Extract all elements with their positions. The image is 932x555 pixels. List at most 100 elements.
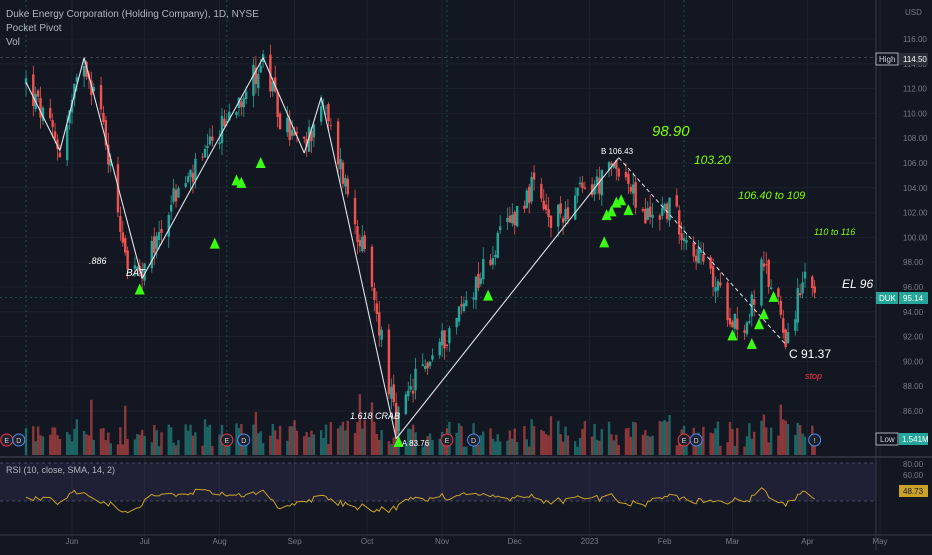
candle-body bbox=[750, 294, 753, 317]
candle-body bbox=[288, 119, 291, 141]
volume-bar bbox=[590, 436, 594, 455]
volume-bar bbox=[617, 445, 620, 455]
candle-body bbox=[276, 91, 279, 117]
ticker-value-label: 95.14 bbox=[903, 294, 924, 303]
candle-body bbox=[194, 158, 197, 180]
candle-body bbox=[39, 97, 42, 118]
candle-body bbox=[680, 233, 683, 241]
volume-bar bbox=[786, 423, 790, 455]
volume-bar bbox=[583, 421, 587, 455]
candle-body bbox=[598, 177, 601, 194]
candle-body bbox=[692, 242, 695, 257]
candle-body bbox=[169, 205, 173, 212]
volume-bar bbox=[694, 444, 698, 455]
volume-bar bbox=[34, 441, 37, 455]
candle-body bbox=[523, 205, 526, 209]
candle-body bbox=[390, 387, 393, 399]
event-marker-letter: D bbox=[241, 438, 246, 445]
candle-body bbox=[496, 232, 499, 258]
volume-bar bbox=[201, 445, 204, 455]
candle-body bbox=[73, 83, 76, 99]
pocket-pivot-marker bbox=[601, 209, 612, 221]
volume-bar bbox=[136, 434, 139, 455]
volume-bar bbox=[663, 419, 666, 455]
event-marker bbox=[12, 433, 26, 447]
event-marker-letter: D bbox=[471, 438, 476, 445]
volume-bar bbox=[186, 430, 190, 455]
volume-bar bbox=[339, 425, 342, 455]
candle-body bbox=[24, 78, 28, 85]
pocket-pivot-marker bbox=[746, 338, 757, 350]
volume-bar bbox=[39, 435, 42, 455]
volume-label: Vol bbox=[6, 37, 20, 48]
candle-body bbox=[644, 208, 647, 224]
candle-body bbox=[392, 384, 395, 403]
pocket-pivot-marker bbox=[754, 318, 765, 330]
candle-body bbox=[82, 66, 86, 77]
volume-bar bbox=[581, 428, 584, 455]
event-marker-letter: E bbox=[682, 438, 687, 445]
candle-body bbox=[472, 297, 475, 300]
candle-body bbox=[75, 77, 79, 82]
volume-bar bbox=[363, 419, 366, 455]
volume-bar bbox=[310, 430, 313, 455]
volume-bar bbox=[540, 429, 543, 455]
volume-bar bbox=[600, 429, 603, 455]
volume-bar bbox=[753, 431, 756, 455]
candle-body bbox=[358, 240, 362, 247]
candle-body bbox=[557, 204, 560, 227]
candle-body bbox=[629, 186, 633, 192]
volume-bar bbox=[644, 430, 647, 455]
candle-body bbox=[745, 322, 749, 335]
volume-bar bbox=[305, 432, 308, 455]
volume-bar bbox=[513, 428, 516, 455]
candle-body bbox=[259, 65, 262, 73]
candle-body bbox=[431, 355, 434, 360]
volume-bar bbox=[407, 428, 410, 455]
candle-body bbox=[189, 169, 192, 178]
volume-bar bbox=[428, 433, 432, 455]
volume-bar bbox=[665, 421, 669, 455]
candle-body bbox=[186, 176, 190, 182]
candle-body bbox=[107, 144, 110, 165]
volume-bar bbox=[784, 420, 787, 455]
candle-body bbox=[36, 90, 40, 97]
candle-body bbox=[733, 313, 737, 329]
volume-bar bbox=[370, 402, 374, 455]
candle-body bbox=[445, 344, 449, 346]
chart-title: Duke Energy Corporation (Holding Company… bbox=[6, 9, 259, 20]
candle-body bbox=[634, 182, 637, 208]
volume-bar bbox=[206, 426, 209, 455]
volume-bar bbox=[174, 445, 178, 455]
candle-body bbox=[228, 111, 231, 121]
candle-body bbox=[678, 210, 681, 235]
volume-bar bbox=[257, 433, 260, 455]
volume-bar bbox=[767, 442, 770, 455]
volume-bar bbox=[172, 442, 175, 455]
candle-body bbox=[223, 118, 226, 127]
volume-bar bbox=[274, 430, 277, 455]
candle-body bbox=[378, 312, 381, 336]
crab-label: 1.618 CRAB bbox=[350, 411, 400, 421]
volume-bar bbox=[288, 426, 291, 455]
volume-bar bbox=[32, 426, 35, 455]
candle-body bbox=[143, 263, 146, 281]
candle-body bbox=[426, 362, 429, 369]
candle-body bbox=[387, 329, 391, 395]
volume-bar bbox=[87, 435, 91, 455]
volume-bar bbox=[508, 430, 512, 455]
candle-body bbox=[675, 195, 678, 207]
candle-body bbox=[293, 132, 296, 136]
event-markers: E D E D E D E D! bbox=[0, 433, 822, 447]
candle-body bbox=[796, 288, 799, 323]
y-tick-label: 106.00 bbox=[903, 159, 928, 168]
volume-bar bbox=[126, 438, 129, 455]
candle-body bbox=[544, 204, 548, 210]
candle-body bbox=[375, 303, 379, 314]
volume-bar bbox=[777, 435, 780, 455]
volume-bar bbox=[177, 439, 180, 455]
candle-body bbox=[525, 190, 529, 208]
candle-body bbox=[494, 254, 497, 258]
